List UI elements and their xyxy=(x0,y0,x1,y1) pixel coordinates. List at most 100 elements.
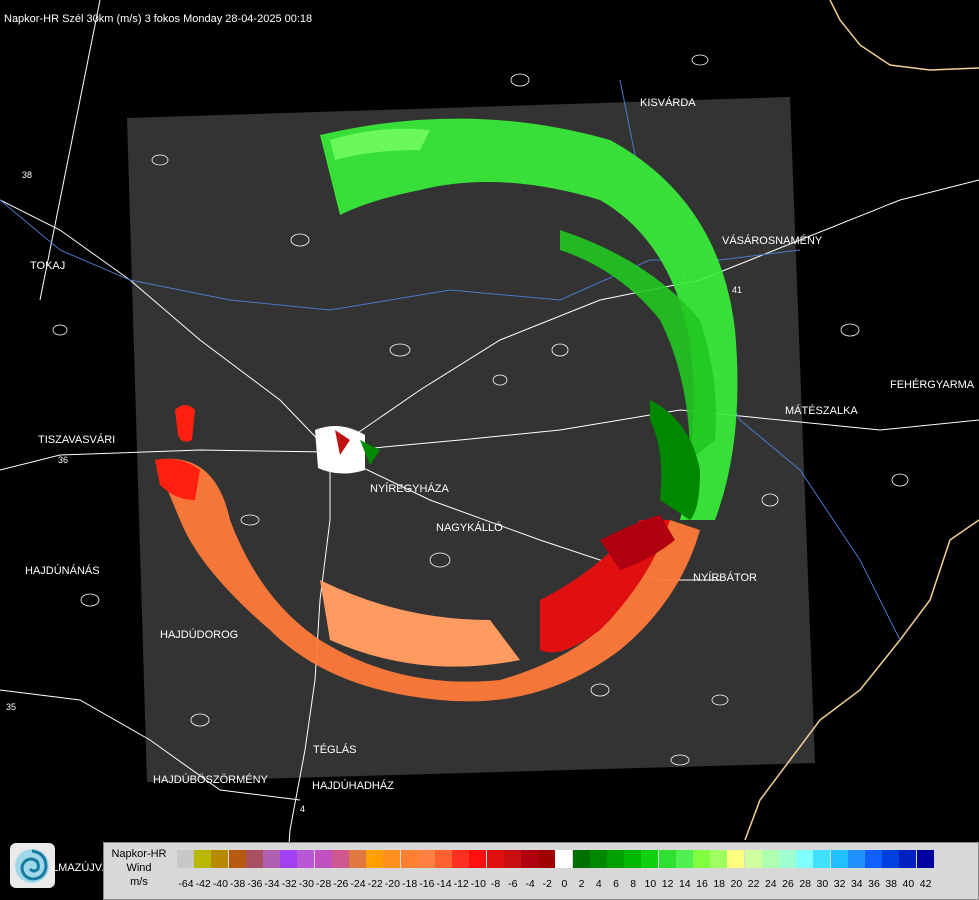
legend-tick-label: 40 xyxy=(902,878,915,890)
legend-title: Napkor-HR Wind m/s xyxy=(104,847,174,889)
legend-tick-label: 26 xyxy=(782,878,794,890)
city-label-teglas: TÉGLÁS xyxy=(313,744,357,756)
legend-tick-label: -30 xyxy=(298,878,314,890)
legend-title-line2: Wind xyxy=(126,862,152,874)
city-label-vasarosnameny: VÁSÁROSNAMÉNY xyxy=(722,235,823,247)
legend-swatch xyxy=(297,850,315,868)
legend-tick-label: 8 xyxy=(630,878,637,890)
legend-tick-label: 22 xyxy=(747,878,760,890)
legend-swatch xyxy=(452,850,470,868)
legend-swatch xyxy=(916,850,934,868)
city-label-kisvarda: KISVÁRDA xyxy=(640,97,696,109)
settlements xyxy=(52,54,909,766)
city-label-hajdunanas: HAJDÚNÁNÁS xyxy=(25,565,100,577)
legend-swatch xyxy=(813,850,831,868)
legend-tick-label: -14 xyxy=(436,878,452,890)
country-border xyxy=(829,0,979,71)
road-label: 38 xyxy=(22,170,32,180)
radar-center xyxy=(315,426,380,474)
legend-swatch xyxy=(228,850,246,868)
legend-tick-label: 20 xyxy=(730,878,743,890)
legend-tick-label: -6 xyxy=(508,878,518,890)
legend-tick-label: -2 xyxy=(542,878,552,890)
road-label: 35 xyxy=(6,702,16,712)
legend-tick-label: 6 xyxy=(613,878,619,890)
legend-swatch xyxy=(503,850,521,868)
city-label-nagykallo: NAGYKÁLLÓ xyxy=(436,522,503,534)
legend-swatch xyxy=(624,850,642,868)
color-legend: Napkor-HR Wind m/s -64 -42 -40 -38 -36 -34 -32… xyxy=(103,842,979,900)
city-label-fehergyarmat: FEHÉRGYARMA xyxy=(890,379,975,391)
road-label: 4 xyxy=(300,804,305,814)
legend-title-line1: Napkor-HR xyxy=(111,848,167,860)
legend-swatch xyxy=(211,850,229,868)
legend-title-line3: m/s xyxy=(130,876,148,888)
legend-tick-label: -28 xyxy=(316,878,332,890)
legend-tick-label: -32 xyxy=(281,878,297,890)
legend-swatch xyxy=(263,850,280,868)
legend-swatch xyxy=(744,850,762,868)
legend-tick-label: 12 xyxy=(661,878,674,890)
legend-swatch xyxy=(761,850,779,868)
legend-tick-label: -10 xyxy=(470,878,486,890)
legend-tick-label: 14 xyxy=(678,878,691,890)
legend-swatch xyxy=(847,850,865,868)
road-numbers: 36 38 41 35 4 xyxy=(6,170,742,814)
radar-echo-positive xyxy=(320,118,738,521)
legend-swatch xyxy=(280,850,298,868)
legend-tick-label: -20 xyxy=(384,878,400,890)
legend-tick-label: -8 xyxy=(490,878,501,890)
legend-tick-label: -22 xyxy=(367,878,383,890)
road-label: 36 xyxy=(58,455,68,465)
legend-swatch xyxy=(435,850,452,868)
legend-tick-label: 18 xyxy=(713,878,726,890)
legend-tick-label: 32 xyxy=(833,878,846,890)
logo-text: LMAZÚJVÁR xyxy=(52,862,118,874)
legend-tick-label: 38 xyxy=(885,878,898,890)
legend-tick-label: -42 xyxy=(195,878,211,890)
legend-tick-label: 30 xyxy=(816,878,829,890)
legend-swatch xyxy=(796,850,814,868)
legend-tick-label: -18 xyxy=(402,878,418,890)
legend-tick-label: -40 xyxy=(212,878,228,890)
legend-swatch xyxy=(572,850,590,868)
legend-tick-label: 10 xyxy=(644,878,657,890)
road-label: 41 xyxy=(732,285,742,295)
map-title: Napkor-HR Szél 30km (m/s) 3 fokos Monday… xyxy=(4,13,313,25)
legend-tick-label: -64 xyxy=(178,878,194,890)
legend-swatch xyxy=(469,850,487,868)
city-label-nyirbator: NYÍRBÁTOR xyxy=(693,572,757,584)
legend-swatch xyxy=(538,850,556,868)
city-label-hajduhadhaz: HAJDÚHADHÁZ xyxy=(312,780,394,792)
legend-tick-label: -24 xyxy=(350,878,366,890)
legend-swatch xyxy=(331,850,349,868)
legend-tick-label: -36 xyxy=(247,878,263,890)
legend-swatch xyxy=(400,850,418,868)
legend-tick-label: 2 xyxy=(578,878,585,890)
legend-swatch xyxy=(899,850,917,868)
legend-swatch xyxy=(521,850,538,868)
legend-swatch xyxy=(194,850,212,868)
legend-tick-label: 24 xyxy=(764,878,777,890)
legend-tick-label: -38 xyxy=(230,878,246,890)
legend-swatch xyxy=(177,850,194,868)
legend-tick-label: 4 xyxy=(595,878,602,890)
legend-swatch xyxy=(882,850,900,868)
legend-swatch xyxy=(727,850,745,868)
legend-swatch xyxy=(589,850,607,868)
legend-swatch xyxy=(607,850,624,868)
country-border xyxy=(744,519,979,841)
swirl-icon xyxy=(15,849,49,883)
legend-tick-label: 28 xyxy=(799,878,812,890)
city-label-hajdudorog: HAJDÚDOROG xyxy=(160,629,239,641)
legend-swatch xyxy=(693,850,710,868)
radar-echo-negative xyxy=(155,405,700,702)
legend-swatch xyxy=(710,850,728,868)
legend-tick-label: 42 xyxy=(919,878,932,890)
legend-tick-label: 16 xyxy=(696,878,708,890)
legend-swatch xyxy=(555,850,573,868)
legend-swatch xyxy=(349,850,366,868)
legend-tick-label: -26 xyxy=(333,878,349,890)
city-label-tiszavasvari: TISZAVASVÁRI xyxy=(38,434,116,446)
